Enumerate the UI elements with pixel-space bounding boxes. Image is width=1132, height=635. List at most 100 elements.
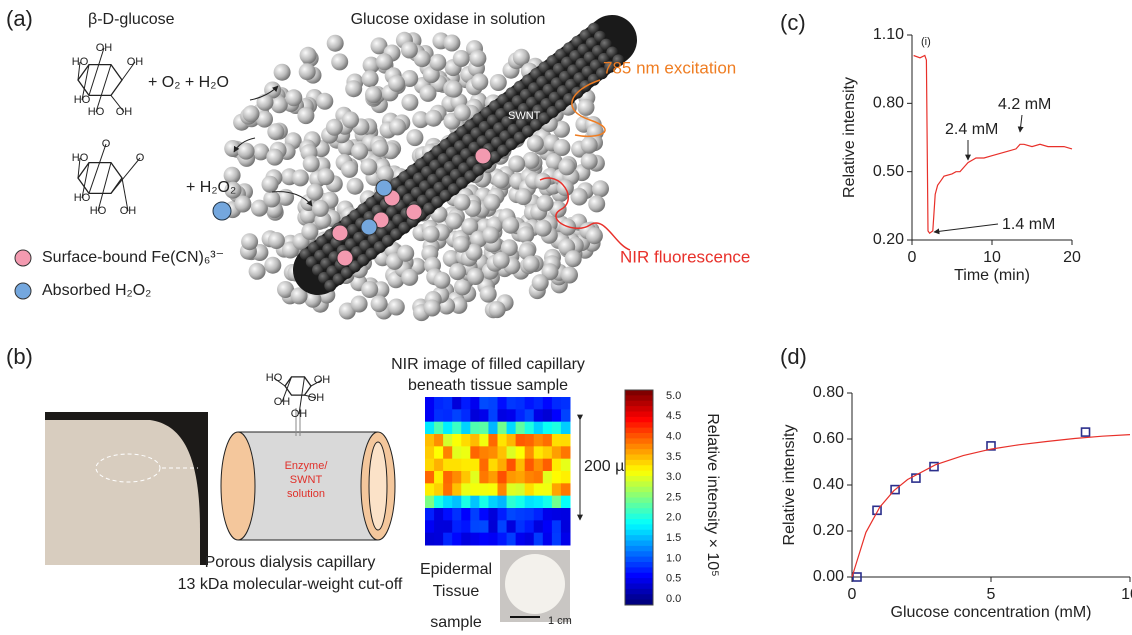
atom-label: O xyxy=(102,138,111,150)
pixel xyxy=(543,446,553,459)
colorbar-step xyxy=(625,401,653,407)
pixel xyxy=(452,409,462,422)
ferricyanide xyxy=(332,225,348,241)
colorbar-tick: 4.5 xyxy=(666,410,681,422)
pixel xyxy=(470,446,480,459)
pixel xyxy=(498,520,508,533)
pixel xyxy=(552,446,562,459)
sphere xyxy=(401,42,418,59)
pixel xyxy=(498,533,508,546)
pixel xyxy=(507,434,517,447)
pixel xyxy=(525,508,535,521)
pixel xyxy=(534,409,544,422)
pixel xyxy=(488,533,498,546)
atom-label: OH xyxy=(314,374,331,386)
pixel xyxy=(452,459,462,472)
pixel xyxy=(561,471,571,484)
sphere xyxy=(263,191,280,208)
colorbar-tick: 2.0 xyxy=(666,512,681,524)
annotation: 4.2 mM xyxy=(998,96,1051,113)
sphere xyxy=(342,111,359,128)
sphere xyxy=(588,195,605,212)
h2o2 xyxy=(361,219,377,235)
colorbar-step xyxy=(625,481,653,487)
pixel xyxy=(507,459,517,472)
pixel xyxy=(488,434,498,447)
pixel xyxy=(552,471,562,484)
sphere xyxy=(443,35,460,52)
colorbar-step xyxy=(625,530,653,536)
pixel xyxy=(516,471,526,484)
tissue-label: Epidermal xyxy=(420,561,492,578)
sphere xyxy=(482,227,499,244)
pixel xyxy=(516,496,526,509)
colorbar-step xyxy=(625,535,653,541)
pixel xyxy=(552,422,562,435)
pixel xyxy=(525,409,535,422)
figure: SWNT (a) β-D-glucose Glucose oxidase in … xyxy=(0,0,1132,635)
tube-label: SWNT xyxy=(508,110,541,122)
pixel xyxy=(498,483,508,496)
sphere xyxy=(454,104,471,121)
colorbar-step xyxy=(625,422,653,428)
capillary-text: Enzyme/ xyxy=(285,460,329,472)
sphere xyxy=(484,194,501,211)
pixel xyxy=(534,533,544,546)
pixel xyxy=(561,496,571,509)
colorbar-step xyxy=(625,567,653,573)
pixel xyxy=(434,520,444,533)
x-tick-label: 5 xyxy=(987,586,996,603)
pixel xyxy=(525,533,535,546)
y-tick-label: 0.20 xyxy=(873,231,904,248)
pixel xyxy=(507,446,517,459)
pixel xyxy=(443,459,453,472)
pixel xyxy=(534,520,544,533)
y-tick-label: 0.50 xyxy=(873,163,904,180)
sphere xyxy=(271,96,288,113)
sphere xyxy=(397,245,414,262)
sphere xyxy=(267,123,284,140)
y-tick-label: 1.10 xyxy=(873,26,904,43)
pixel xyxy=(470,508,480,521)
sphere xyxy=(351,296,368,313)
sphere xyxy=(454,194,471,211)
panel-label: (b) xyxy=(6,344,33,369)
pixel xyxy=(488,471,498,484)
pixel xyxy=(479,446,489,459)
image-title: NIR image of filled capillary xyxy=(391,356,585,373)
pixel xyxy=(534,459,544,472)
pixel xyxy=(534,496,544,509)
pixel xyxy=(516,446,526,459)
pixel xyxy=(552,434,562,447)
pixel xyxy=(461,533,471,546)
sphere xyxy=(241,233,258,250)
pixel xyxy=(488,459,498,472)
colorbar-step xyxy=(625,460,653,466)
colorbar-step xyxy=(625,455,653,461)
colorbar-step xyxy=(625,492,653,498)
sphere xyxy=(489,301,506,318)
pixel xyxy=(525,446,535,459)
pixel xyxy=(498,397,508,410)
colorbar-tick: 0.0 xyxy=(666,593,681,605)
pixel xyxy=(534,508,544,521)
pixel xyxy=(470,434,480,447)
legend-label: Surface-bound Fe(CN)₆³⁻ xyxy=(42,249,224,266)
pixel xyxy=(507,483,517,496)
pixel xyxy=(425,471,435,484)
legend-swatch xyxy=(15,283,31,299)
pixel xyxy=(425,397,435,410)
x-tick-label: 10 xyxy=(983,249,1001,266)
pixel xyxy=(525,434,535,447)
sphere xyxy=(561,267,578,284)
sphere xyxy=(300,47,317,64)
sphere xyxy=(471,73,488,90)
pixel xyxy=(479,483,489,496)
atom-label: OH xyxy=(116,106,133,118)
pixel xyxy=(425,459,435,472)
pixel xyxy=(525,496,535,509)
y-tick-label: 0.80 xyxy=(813,384,844,401)
pixel xyxy=(479,496,489,509)
colorbar-step xyxy=(625,589,653,595)
pixel xyxy=(516,397,526,410)
